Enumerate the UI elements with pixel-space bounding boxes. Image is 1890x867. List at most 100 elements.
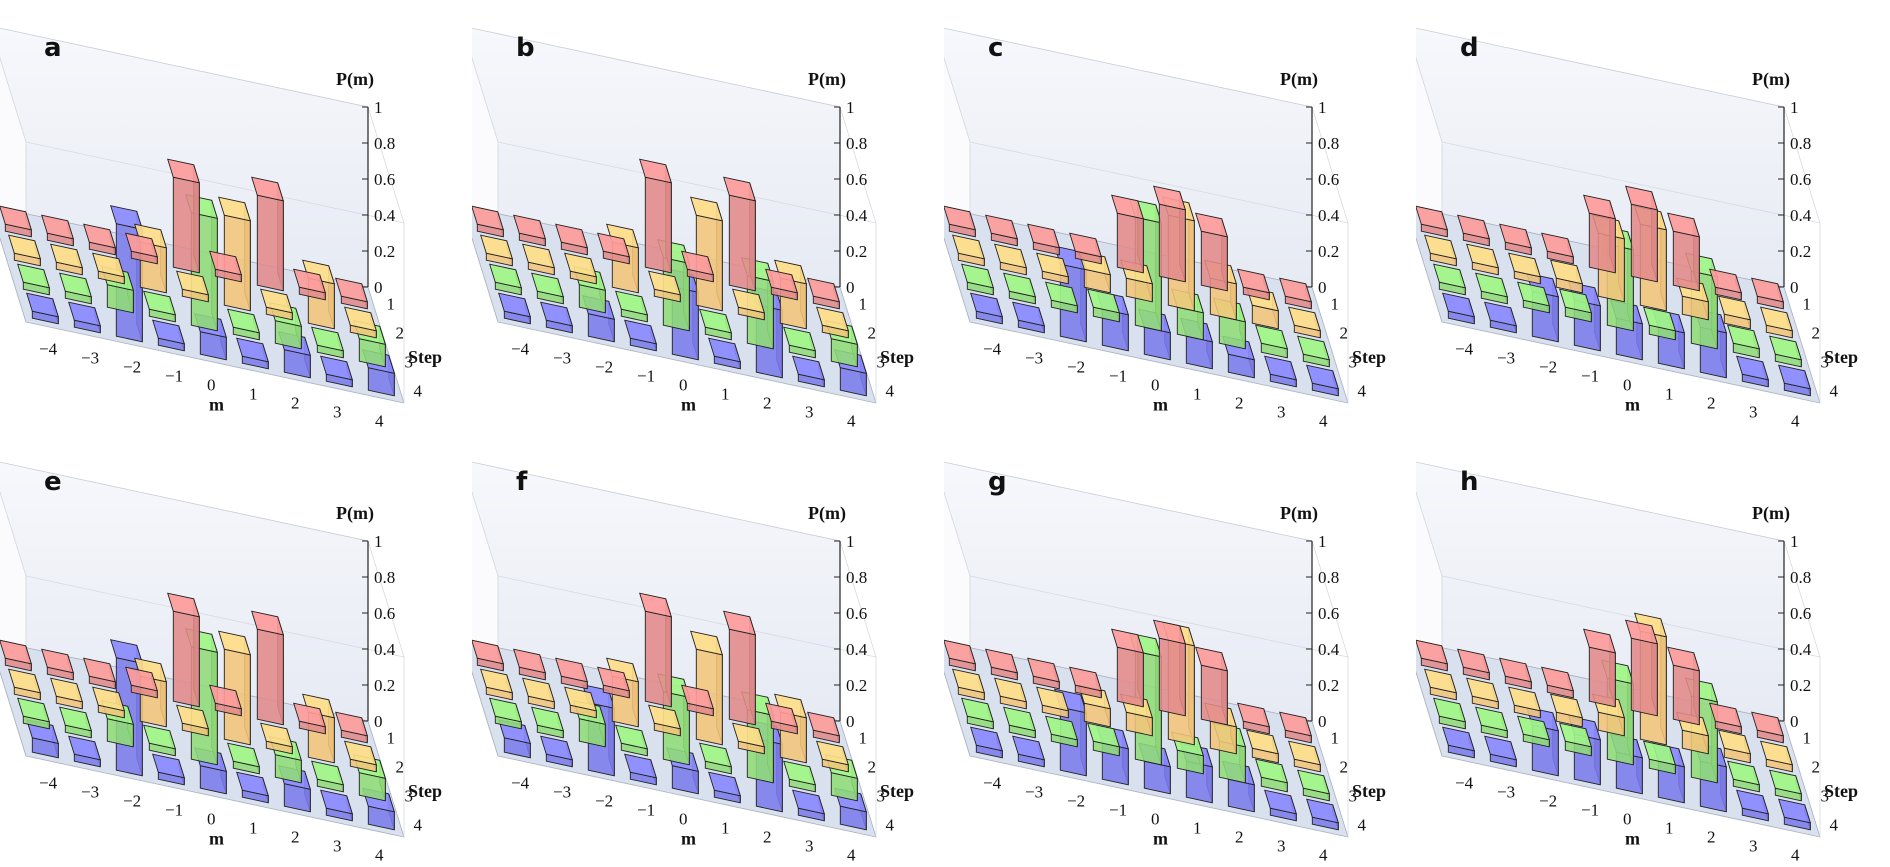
x-tick-label: −3	[1025, 349, 1043, 368]
x-tick-label: 3	[1277, 403, 1286, 422]
x-tick-label: 3	[333, 837, 342, 856]
bar-step2-m-2	[92, 686, 125, 719]
bar-step4-m4	[1306, 798, 1339, 831]
z-axis-title: P(m)	[808, 503, 846, 524]
bar-step1-m1	[1153, 619, 1186, 717]
x-tick-label: −3	[1497, 783, 1515, 802]
chart-panel-f: 0 0.2 0.4 0.6 0.8 1 P(m) −4 −3 −2 −1 0 1 2 3 4 m 1 2 3 4 Step…	[472, 434, 944, 867]
bar-step3-m-2	[1045, 281, 1078, 314]
bar-step2-m-3	[1466, 677, 1499, 710]
bar-step2-m-4	[480, 234, 513, 267]
z-tick-label: 0.4	[846, 206, 868, 225]
z-tick-label: 0.6	[1790, 604, 1811, 623]
bar-step2-m2	[732, 288, 765, 321]
x-tick-label: −1	[1581, 367, 1599, 386]
bar-step1-m-1	[1069, 232, 1102, 265]
bar-step2-m0	[176, 270, 209, 303]
bar-step1-m-1	[125, 666, 158, 699]
chart-panel-d: 0 0.2 0.4 0.6 0.8 1 P(m) −4 −3 −2 −1 0 1 2 3 4 m 1 2 3 4 Step…	[1416, 0, 1888, 433]
bar-step4-m4	[1778, 364, 1811, 397]
bar-step4-m-4	[1442, 726, 1475, 759]
bar-step2-m-3	[522, 243, 555, 276]
y-tick-label: 2	[1340, 758, 1349, 777]
z-tick-label: 0.4	[1318, 206, 1340, 225]
z-tick-label: 0.2	[1318, 676, 1339, 695]
bar-step1-m-4	[472, 205, 504, 238]
x-tick-label: 0	[1151, 810, 1160, 829]
y-tick-label: 1	[387, 295, 396, 314]
x-tick-label: −4	[39, 774, 58, 793]
z-tick-label: 0	[374, 712, 383, 731]
x-tick-label: 4	[847, 846, 856, 865]
z-tick-label: 0.6	[846, 170, 867, 189]
x-tick-label: 3	[1749, 403, 1758, 422]
z-tick-label: 0.8	[846, 568, 867, 587]
z-tick-label: 0	[846, 278, 855, 297]
bar-step3-m-1	[143, 724, 176, 757]
bar-step2-m-2	[1508, 252, 1541, 285]
bar-step3-m-4	[489, 697, 522, 730]
y-tick-label: 3	[1349, 787, 1358, 806]
bar-step4-m-4	[970, 726, 1003, 759]
bar-step4-m-1	[624, 753, 657, 786]
z-tick-label: 0.2	[1790, 242, 1811, 261]
bar-step4-m3	[792, 789, 825, 822]
z-tick-label: 0.2	[374, 242, 395, 261]
x-tick-label: −4	[511, 340, 530, 359]
bar-step4-m-4	[26, 719, 59, 759]
y-tick-label: 3	[877, 787, 886, 806]
y-tick-label: 4	[886, 382, 895, 401]
x-tick-label: 1	[249, 819, 258, 838]
bar-step1-m4	[1279, 711, 1312, 744]
x-tick-label: −3	[81, 783, 99, 802]
x-tick-label: 0	[679, 376, 688, 395]
bar-step1-m2	[1195, 646, 1228, 726]
x-axis-title: m	[1153, 829, 1168, 849]
bar-step4-m1	[236, 771, 269, 804]
bar-step2-m3	[302, 693, 335, 764]
x-tick-label: 4	[375, 412, 384, 431]
bar-step1-m4	[1751, 711, 1784, 744]
x-tick-label: 2	[291, 828, 300, 847]
panel-label: b	[516, 33, 535, 63]
z-tick-label: 0.4	[846, 640, 868, 659]
x-tick-label: −4	[983, 340, 1002, 359]
bar-step3-m3	[1727, 760, 1760, 793]
x-tick-label: 2	[1235, 394, 1244, 413]
chart-panel-h: 0 0.2 0.4 0.6 0.8 1 P(m) −4 −3 −2 −1 0 1 2 3 4 m 1 2 3 4 Step…	[1416, 434, 1888, 867]
z-tick-label: 0.8	[374, 134, 395, 153]
bar-step4-m-3	[1012, 301, 1045, 334]
z-tick-label: 1	[1318, 532, 1327, 551]
bar-step1-m3	[293, 268, 326, 301]
y-axis-title: Step	[880, 781, 914, 801]
bar-step2-m-3	[1466, 243, 1499, 276]
bar-step1-m2	[1667, 212, 1700, 292]
z-tick-label: 0.8	[1790, 134, 1811, 153]
bar-step2-m0	[1120, 693, 1153, 737]
chart-svg-c: 00.20.40.60.81P(m)−4 −3 −2 −1 0 1 2 3 4m1234Step…	[944, 27, 1386, 431]
x-tick-label: 3	[1277, 837, 1286, 856]
z-tick-label: 1	[846, 98, 855, 117]
y-tick-label: 2	[1812, 324, 1821, 343]
bar-step4-m3	[792, 355, 825, 388]
x-tick-label: 4	[375, 846, 384, 865]
z-axis-title: P(m)	[336, 69, 374, 90]
bar-step1-m-3	[1457, 214, 1490, 247]
bar-step3-m-2	[1517, 715, 1550, 748]
bar-step4-m-1	[624, 319, 657, 352]
x-axis-title: m	[681, 395, 696, 415]
bar-step2-m-4	[1424, 234, 1457, 267]
x-tick-label: −1	[637, 367, 655, 386]
x-axis-title: m	[1153, 395, 1168, 415]
x-tick-label: 3	[805, 837, 814, 856]
bar-step1-m-3	[513, 648, 546, 681]
bar-step1-m-1	[1069, 666, 1102, 699]
bar-step2-m3	[1718, 295, 1751, 330]
x-tick-label: −2	[1539, 792, 1557, 811]
x-tick-label: −1	[1109, 801, 1127, 820]
bar-step3-m1	[1643, 740, 1676, 775]
panel-label: h	[1460, 467, 1479, 497]
x-tick-label: −2	[595, 792, 613, 811]
bar-step3-m-1	[615, 724, 648, 757]
